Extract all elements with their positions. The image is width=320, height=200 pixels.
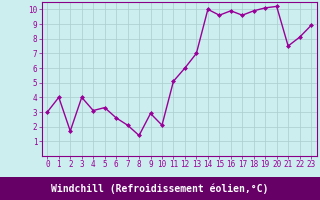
Text: Windchill (Refroidissement éolien,°C): Windchill (Refroidissement éolien,°C): [51, 183, 269, 194]
